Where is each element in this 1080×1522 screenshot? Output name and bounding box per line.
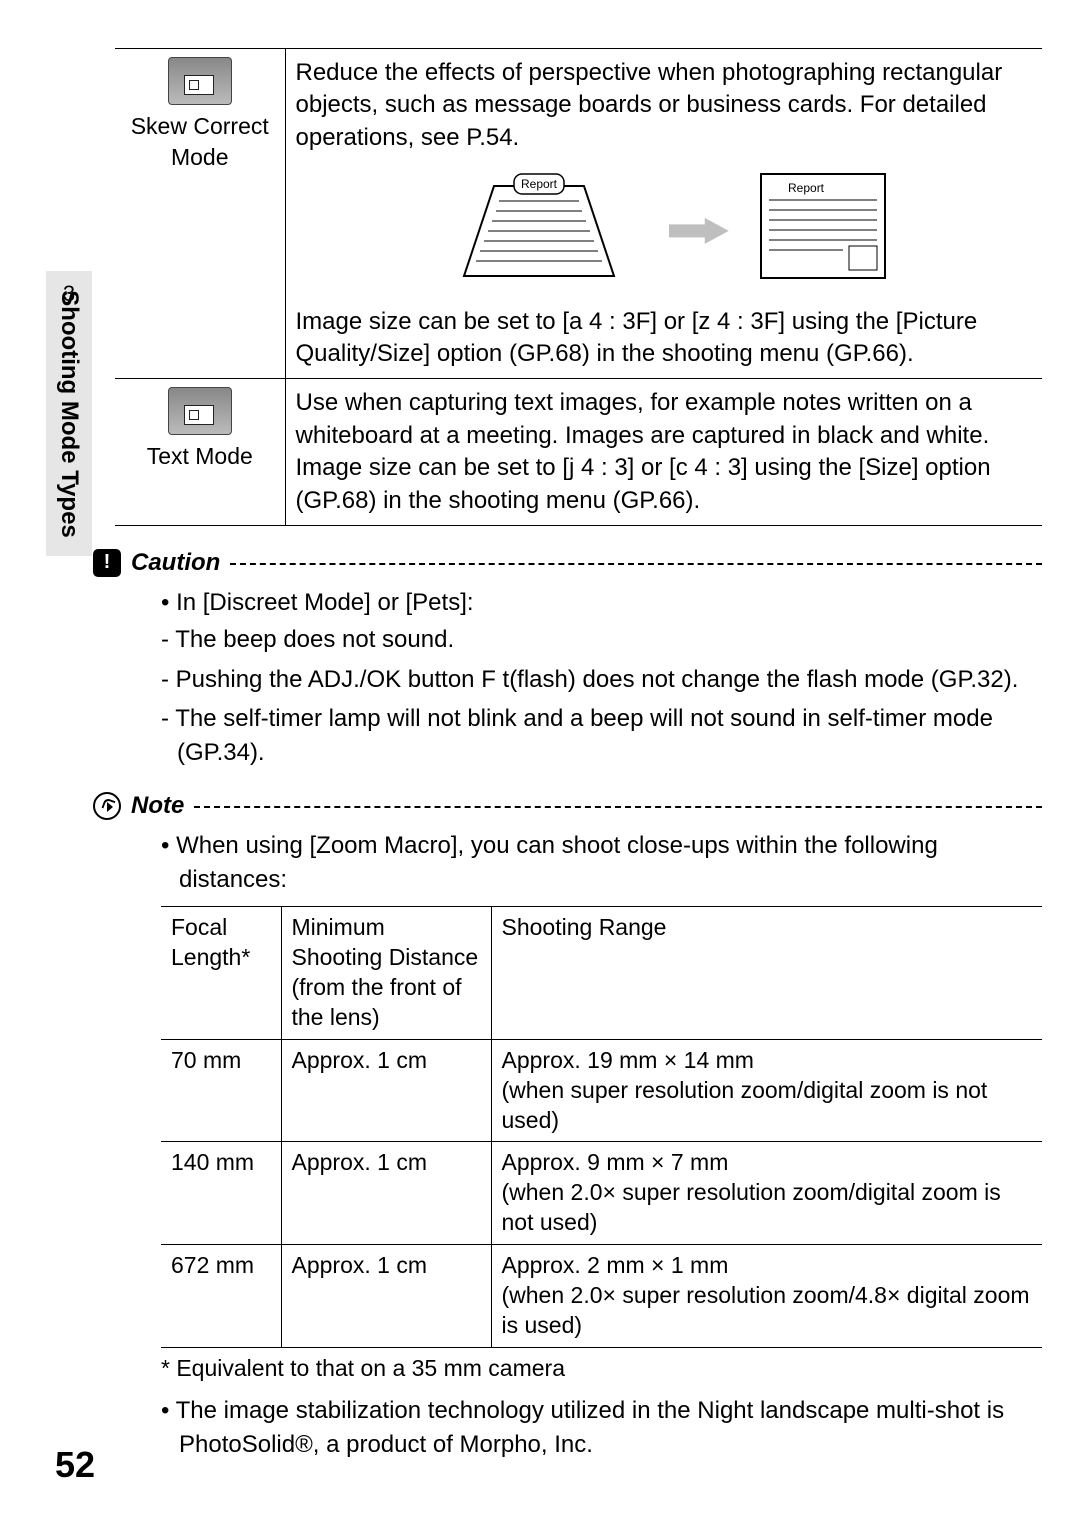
list-item: When using [Zoom Macro], you can shoot c… — [161, 829, 1042, 896]
note-section: Note When using [Zoom Macro], you can sh… — [115, 789, 1042, 1461]
col-header: Shooting Range — [491, 907, 1042, 1040]
diagram-label-right: Report — [788, 181, 825, 195]
skew-diagram: Report — [296, 166, 1033, 295]
dash-divider — [194, 806, 1042, 808]
page-content: Skew Correct Mode Reduce the effects of … — [115, 48, 1042, 1465]
caution-bullets: In [Discreet Mode] or [Pets]: — [161, 586, 1042, 620]
mode-cell-right: Use when capturing text images, for exam… — [285, 379, 1042, 526]
table-row: 672 mm Approx. 1 cm Approx. 2 mm × 1 mm(… — [161, 1245, 1042, 1348]
list-item: The beep does not sound. — [161, 623, 1042, 657]
cell: Approx. 1 cm — [281, 1245, 491, 1348]
mode-cell-left: Skew Correct Mode — [115, 49, 285, 379]
col-header: Minimum Shooting Distance (from the fron… — [281, 907, 491, 1040]
note-bullets: When using [Zoom Macro], you can shoot c… — [161, 829, 1042, 896]
note-icon — [93, 792, 121, 820]
page-number: 52 — [55, 1444, 95, 1486]
caution-title: Caution — [131, 546, 220, 580]
col-header: Focal Length* — [161, 907, 281, 1040]
cell: Approx. 2 mm × 1 mm(when 2.0× super reso… — [491, 1245, 1042, 1348]
table-row: 140 mm Approx. 1 cm Approx. 9 mm × 7 mm(… — [161, 1142, 1042, 1245]
cell: Approx. 9 mm × 7 mm(when 2.0× super reso… — [491, 1142, 1042, 1245]
note-heading: Note — [93, 789, 1042, 823]
note-trailer: The image stabilization technology utili… — [161, 1394, 1042, 1461]
skew-correct-icon — [168, 57, 232, 105]
text-mode-icon — [168, 387, 232, 435]
caution-icon — [93, 549, 121, 577]
cell: 140 mm — [161, 1142, 281, 1245]
dash-divider — [230, 563, 1042, 565]
diagram-label-left: Report — [521, 177, 558, 191]
modes-table: Skew Correct Mode Reduce the effects of … — [115, 48, 1042, 526]
list-item: In [Discreet Mode] or [Pets]: — [161, 586, 1042, 620]
list-item: The self-timer lamp will not blink and a… — [161, 702, 1042, 769]
list-item: The image stabilization technology utili… — [161, 1394, 1042, 1461]
cell: 70 mm — [161, 1039, 281, 1142]
caution-section: Caution In [Discreet Mode] or [Pets]: Th… — [115, 546, 1042, 770]
arrow-right-icon — [669, 218, 729, 244]
cell: Approx. 1 cm — [281, 1142, 491, 1245]
note-title: Note — [131, 789, 184, 823]
perspective-trapezoid-icon: Report — [434, 166, 644, 295]
mode-cell-right: Reduce the effects of perspective when p… — [285, 49, 1042, 379]
caution-heading: Caution — [93, 546, 1042, 580]
list-item: Pushing the ADJ./OK button F t(flash) do… — [161, 663, 1042, 697]
text-mode-desc: Use when capturing text images, for exam… — [296, 387, 1033, 517]
mode-name: Text Mode — [125, 441, 275, 472]
side-tab-label: Shooting Mode Types — [55, 290, 83, 538]
table-footnote: * Equivalent to that on a 35 mm camera — [161, 1352, 1042, 1384]
table-row: 70 mm Approx. 1 cm Approx. 19 mm × 14 mm… — [161, 1039, 1042, 1142]
caution-subitems: The beep does not sound. Pushing the ADJ… — [161, 623, 1042, 769]
cell: Approx. 1 cm — [281, 1039, 491, 1142]
table-row-skew: Skew Correct Mode Reduce the effects of … — [115, 49, 1042, 379]
skew-desc-bottom: Image size can be set to [a 4 : 3F] or [… — [296, 306, 1033, 371]
cell: 672 mm — [161, 1245, 281, 1348]
corrected-rect-icon: Report — [753, 166, 893, 295]
skew-desc-top: Reduce the effects of perspective when p… — [296, 57, 1033, 154]
cell: Approx. 19 mm × 14 mm(when super resolut… — [491, 1039, 1042, 1142]
mode-name: Skew Correct Mode — [125, 111, 275, 173]
table-row-text: Text Mode Use when capturing text images… — [115, 379, 1042, 526]
distance-table: Focal Length* Minimum Shooting Distance … — [161, 906, 1042, 1348]
mode-cell-left: Text Mode — [115, 379, 285, 526]
side-tab: 3 Shooting Mode Types — [46, 271, 92, 556]
table-header-row: Focal Length* Minimum Shooting Distance … — [161, 907, 1042, 1040]
